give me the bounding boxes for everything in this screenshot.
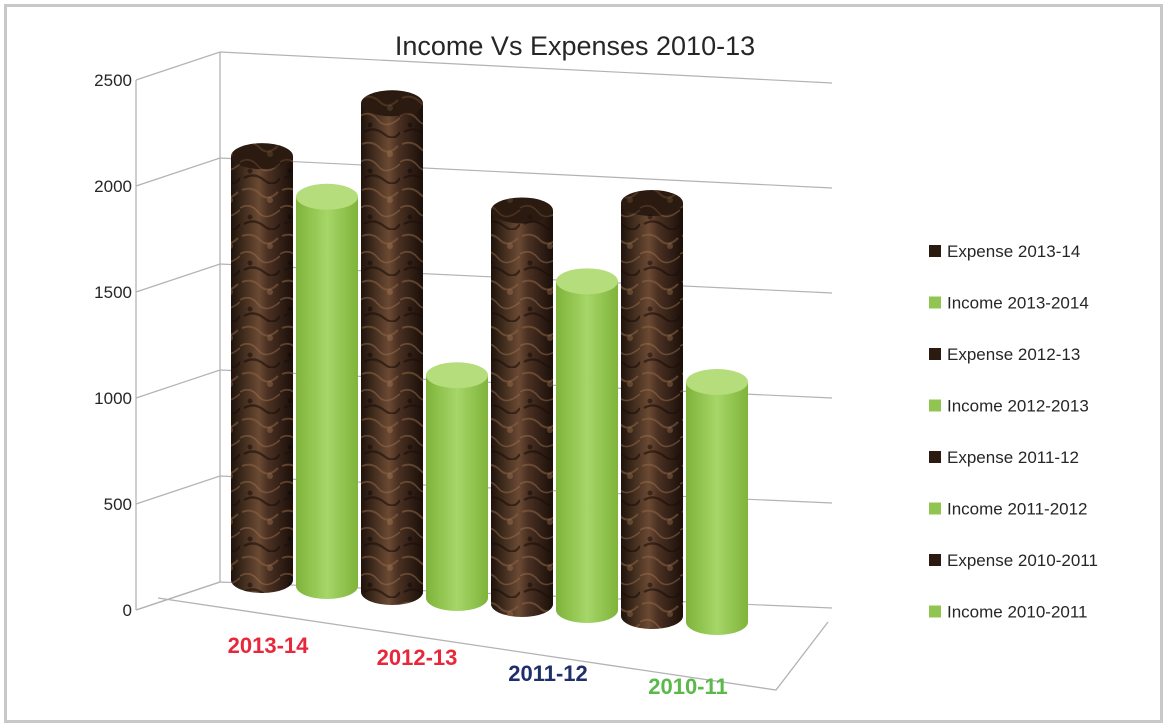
expense-bar	[231, 143, 293, 593]
category-label: 2013-14	[228, 633, 310, 658]
legend: Expense 2013-14 Income 2013-2014 Expense 2…	[929, 242, 1098, 622]
legend-swatch	[929, 348, 941, 360]
expense-bar	[361, 90, 423, 605]
legend-label: Income 2012-2013	[947, 397, 1089, 416]
legend-item: Expense 2013-14	[929, 242, 1080, 261]
y-tick-label: 2000	[94, 177, 132, 196]
y-tick-label: 500	[104, 495, 132, 514]
legend-label: Income 2013-2014	[947, 294, 1089, 313]
legend-label: Expense 2012-13	[947, 345, 1080, 364]
expense-bar	[491, 197, 553, 617]
legend-label: Expense 2010-2011	[947, 551, 1098, 570]
chart-title: Income Vs Expenses 2010-13	[395, 31, 755, 61]
income-bar	[296, 183, 358, 599]
y-tick-label: 0	[123, 601, 132, 620]
category-label: 2011-12	[508, 661, 588, 686]
legend-swatch	[929, 245, 941, 257]
legend-swatch	[929, 605, 941, 618]
legend-item: Income 2013-2014	[929, 294, 1089, 313]
income-bar	[426, 362, 488, 611]
category-label: 2010-11	[648, 674, 728, 699]
y-tick-label: 2500	[94, 71, 132, 90]
legend-label: Expense 2011-12	[947, 448, 1079, 467]
legend-swatch	[929, 296, 941, 309]
legend-item: Expense 2010-2011	[929, 551, 1098, 570]
legend-item: Expense 2012-13	[929, 345, 1080, 364]
legend-item: Expense 2011-12	[929, 448, 1079, 467]
legend-label: Income 2011-2012	[947, 500, 1088, 519]
legend-swatch	[929, 451, 941, 463]
legend-item: Income 2012-2013	[929, 397, 1089, 416]
y-tick-label: 1000	[94, 389, 132, 408]
category-label: 2012-13	[377, 645, 458, 670]
legend-item: Income 2011-2012	[929, 500, 1088, 519]
floor-edge	[157, 597, 829, 691]
axes	[135, 52, 829, 691]
category-labels: 2013-14 2012-13 2011-12 2010-11	[228, 633, 728, 699]
y-axis-depth	[135, 581, 221, 611]
legend-item: Income 2010-2011	[929, 603, 1088, 622]
y-tick-label: 1500	[94, 283, 132, 302]
y-axis-ticks: 0 500 1000 1500 2000 2500	[94, 71, 132, 620]
income-bar	[556, 268, 618, 623]
legend-swatch	[929, 554, 941, 566]
income-bar	[686, 368, 748, 635]
legend-swatch	[929, 502, 941, 515]
legend-swatch	[929, 399, 941, 412]
legend-label: Income 2010-2011	[947, 603, 1088, 622]
legend-label: Expense 2013-14	[947, 242, 1080, 261]
bars	[231, 90, 748, 635]
expense-bar	[621, 189, 683, 629]
